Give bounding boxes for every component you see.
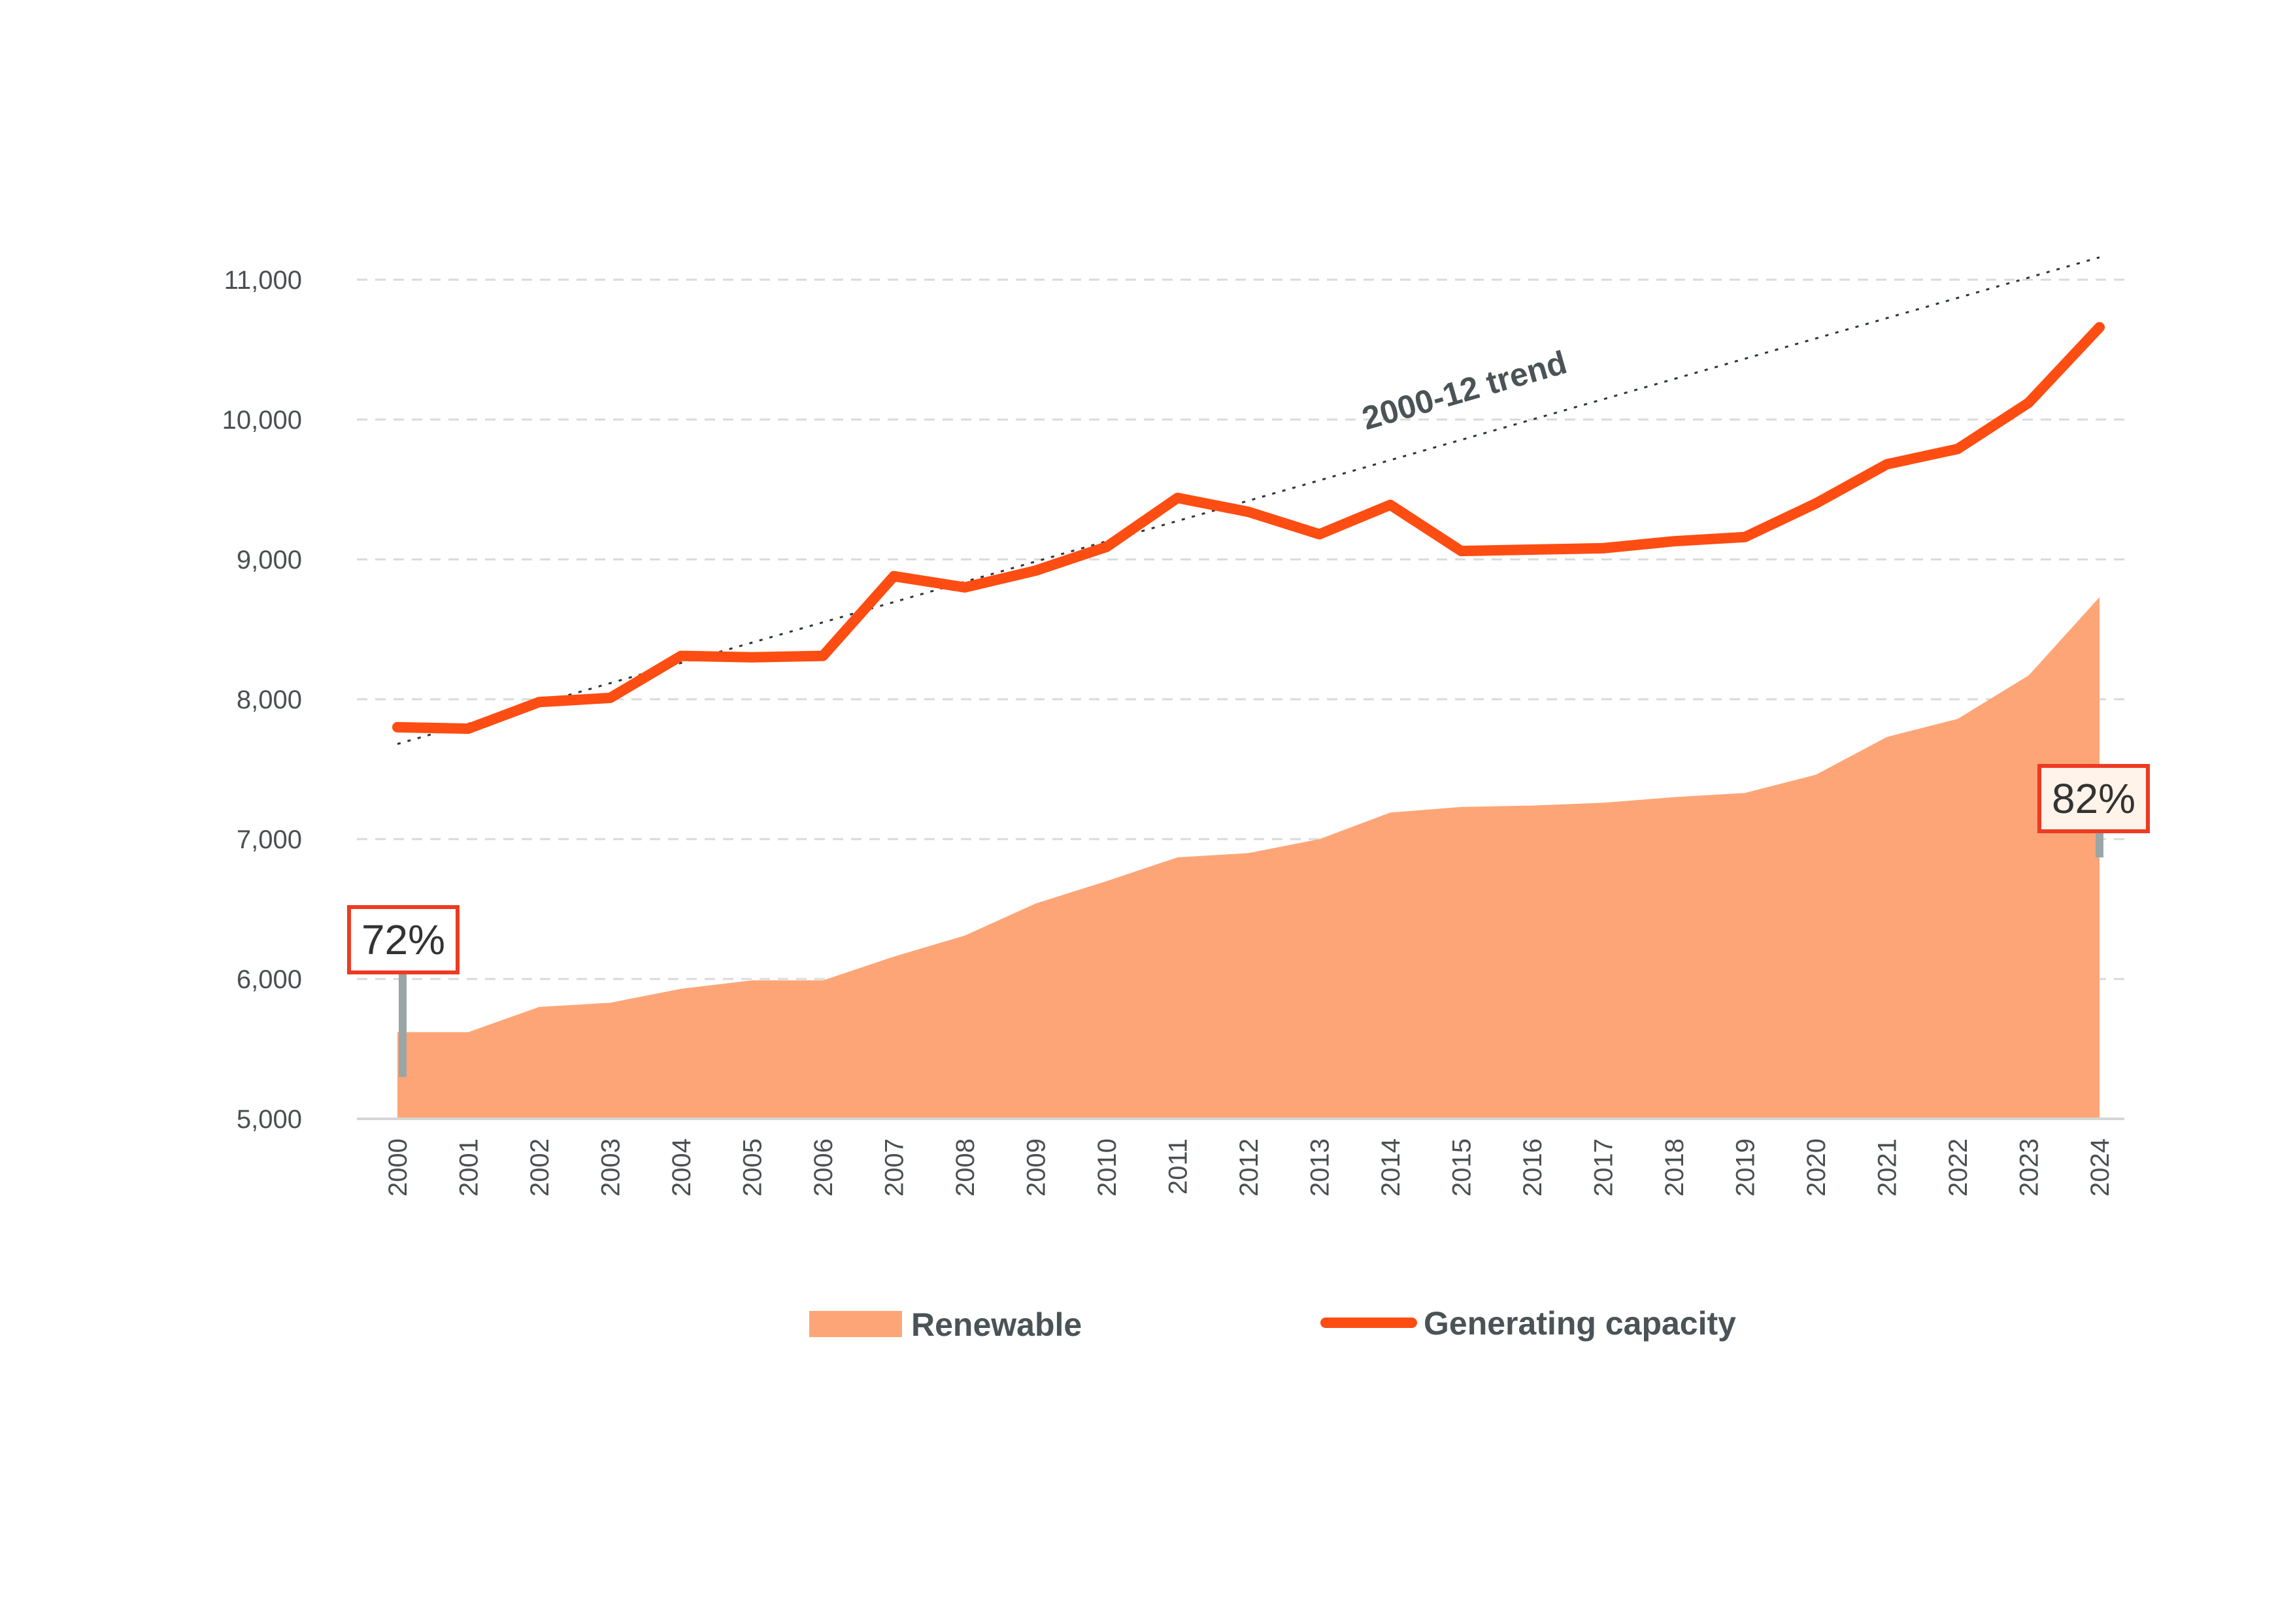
y-tick-label: 6,000 [237,965,302,994]
callout-box [347,905,460,974]
x-tick-label: 2010 [1093,1138,1122,1197]
legend-swatch-renewable [809,1311,902,1337]
x-tick-label: 2020 [1802,1138,1831,1197]
x-tick-label: 2006 [809,1138,838,1197]
x-tick-label: 2019 [1732,1138,1760,1197]
y-tick-label: 9,000 [237,546,302,574]
renewable-area-layer [397,597,2100,1119]
x-tick-label: 2001 [455,1138,484,1197]
x-tick-label: 2015 [1448,1138,1477,1197]
x-tick-label: 2008 [951,1138,980,1197]
y-tick-label: 5,000 [237,1105,302,1134]
capacity-line [392,322,2105,734]
x-tick-label: 2018 [1660,1138,1689,1197]
y-tick-label: 7,000 [237,825,302,854]
y-tick-label: 10,000 [222,406,302,435]
legend-label-capacity: Generating capacity [1424,1305,1736,1342]
x-tick-label: 2003 [597,1138,626,1197]
y-tick-label: 8,000 [237,686,302,714]
x-tick-label: 2021 [1873,1138,1902,1197]
x-tick-label: 2000 [384,1138,412,1197]
capacity-line-layer [392,322,2105,734]
callout-label: 82% [2052,775,2135,822]
axes: 5,000 6,000 7,000 8,000 9,000 10,000 11,000 200… [222,266,2124,1197]
x-tick-label: 2023 [2015,1138,2044,1197]
x-tick-label: 2012 [1235,1138,1264,1197]
callouts: 72% 82% [347,764,2150,1077]
x-tick-label: 2007 [880,1138,909,1197]
renewable-area [397,597,2100,1119]
x-tick-label: 2014 [1377,1138,1405,1197]
callout-box [2037,764,2150,833]
x-tick-label: 2011 [1164,1138,1193,1195]
x-tick-label: 2004 [667,1138,696,1197]
x-tick-label: 2016 [1518,1138,1547,1197]
x-tick-label: 2005 [739,1138,767,1197]
x-tick-label: 2024 [2086,1138,2115,1197]
x-tick-label: 2013 [1306,1138,1335,1197]
trend-label: 2000-12 trend [1358,344,1571,437]
legend-label-renewable: Renewable [911,1306,1082,1343]
y-tick-label: 11,000 [224,266,302,295]
x-tick-label: 2009 [1022,1138,1051,1197]
x-tick-label: 2002 [526,1138,554,1197]
callout-label: 72% [361,916,445,963]
trend-line [397,256,2100,745]
x-tick-label: 2017 [1590,1138,1618,1197]
x-tick-label: 2022 [1944,1138,1973,1197]
legend: Renewable Generating capacity [809,1305,1736,1343]
